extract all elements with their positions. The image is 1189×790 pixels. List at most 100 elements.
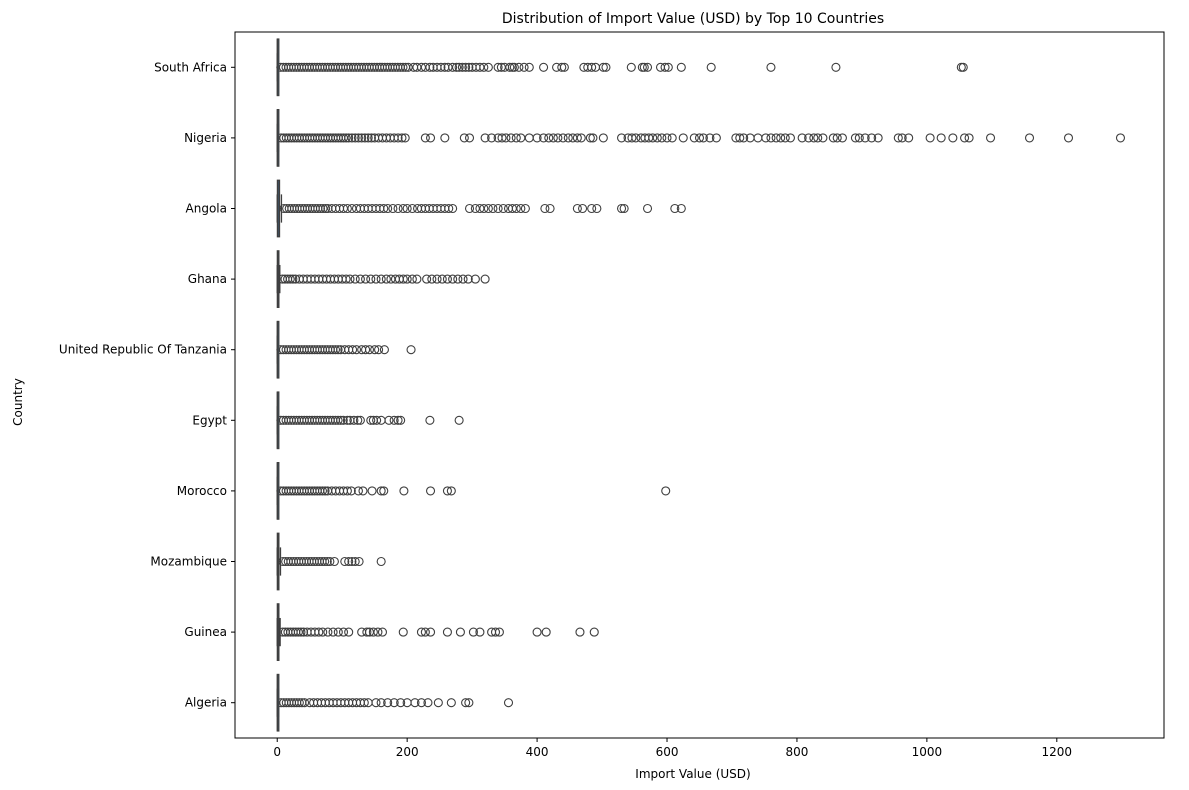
outlier-point (831, 62, 841, 72)
outlier-point (396, 698, 406, 708)
y-tick-label: United Republic Of Tanzania (59, 343, 227, 357)
outlier-point (350, 133, 360, 143)
outlier-point (317, 486, 328, 496)
x-tick-label: 1000 (912, 745, 943, 759)
outlier-point (454, 415, 464, 425)
y-tick-label: Ghana (188, 272, 227, 286)
outlier-point (480, 133, 490, 143)
outlier-point (461, 698, 471, 708)
outlier-point (505, 62, 515, 72)
outlier-point (358, 486, 368, 496)
outlier-point (294, 698, 304, 708)
outlier-point (420, 627, 430, 637)
outlier-point (837, 133, 847, 143)
outlier-point (464, 62, 474, 72)
outlier-point (359, 698, 369, 708)
outlier-point (455, 627, 465, 637)
outlier-point (501, 133, 511, 143)
outlier-point (399, 486, 409, 496)
outlier-point (985, 133, 996, 143)
outlier-point (318, 627, 328, 637)
outlier-point (545, 203, 555, 214)
y-tick-label: Nigeria (184, 131, 227, 145)
outlier-point (451, 62, 462, 72)
outlier-point (425, 486, 436, 496)
outlier-point (558, 133, 568, 143)
outlier-point (370, 345, 380, 355)
outlier-point (948, 133, 958, 143)
outlier-point (936, 133, 946, 143)
outlier-point (598, 62, 608, 72)
outlier-point (532, 627, 542, 637)
outlier-point (960, 133, 970, 143)
outlier-point (539, 133, 549, 143)
outlier-point (461, 62, 471, 72)
outlier-point (667, 133, 677, 143)
outlier-point (694, 133, 705, 143)
box-group (276, 673, 514, 732)
outlier-point (532, 133, 542, 143)
outlier-point (406, 345, 416, 355)
outlier-point (383, 698, 393, 708)
outlier-point (639, 62, 649, 72)
x-tick-label: 1200 (1042, 745, 1073, 759)
outlier-point (735, 133, 745, 143)
outlier-point (850, 133, 860, 143)
outlier-point (348, 345, 358, 355)
outlier-point (393, 133, 403, 143)
outlier-point (342, 415, 352, 425)
outlier-point (360, 133, 370, 143)
outlier-point (379, 345, 389, 355)
outlier-point (797, 133, 807, 143)
outlier-point (616, 203, 627, 214)
box-group (276, 250, 490, 308)
outlier-point (860, 133, 870, 143)
outlier-point (785, 133, 796, 143)
outlier-point (333, 345, 343, 355)
outlier-point (698, 133, 708, 143)
outlier-point (407, 274, 417, 284)
outlier-point (506, 133, 516, 143)
outlier-point (706, 62, 716, 72)
box-group (276, 38, 968, 97)
outlier-point (904, 133, 914, 143)
outlier-point (867, 133, 877, 143)
outlier-point (766, 133, 776, 143)
outlier-point (958, 62, 968, 72)
outlier-point (497, 133, 507, 143)
outlier-point (494, 627, 504, 637)
box-group (276, 109, 1126, 167)
outlier-point (388, 203, 398, 214)
outlier-cluster (276, 415, 348, 425)
outlier-point (616, 133, 627, 143)
outlier-point (366, 415, 376, 425)
outlier-point (410, 698, 420, 708)
outlier-point (296, 627, 306, 637)
outlier-cluster (279, 203, 331, 214)
outlier-point (364, 345, 375, 355)
x-tick-label: 0 (273, 745, 281, 759)
outlier-point (493, 203, 503, 214)
outlier-point (578, 203, 588, 214)
outlier-point (483, 62, 493, 72)
y-axis: South Africa Nigeria Angola Ghana United Rep… (59, 60, 235, 710)
y-tick-label: Algeria (185, 696, 227, 710)
outlier-point (442, 274, 452, 284)
outlier-point (422, 274, 432, 284)
outlier-point (361, 274, 371, 284)
box-group (276, 391, 464, 450)
outlier-point (598, 133, 608, 143)
outlier-point (371, 274, 381, 284)
outlier-point (330, 345, 341, 355)
y-tick-label: Guinea (184, 625, 227, 639)
outlier-point (350, 274, 360, 284)
outlier-point (333, 627, 343, 637)
outlier-point (363, 133, 373, 143)
outlier-point (376, 486, 386, 496)
outlier-cluster (276, 698, 310, 708)
outlier-point (412, 274, 422, 284)
outlier-point (553, 133, 563, 143)
outlier-point (344, 133, 354, 143)
outlier-point (342, 203, 352, 214)
outlier-point (678, 133, 688, 143)
